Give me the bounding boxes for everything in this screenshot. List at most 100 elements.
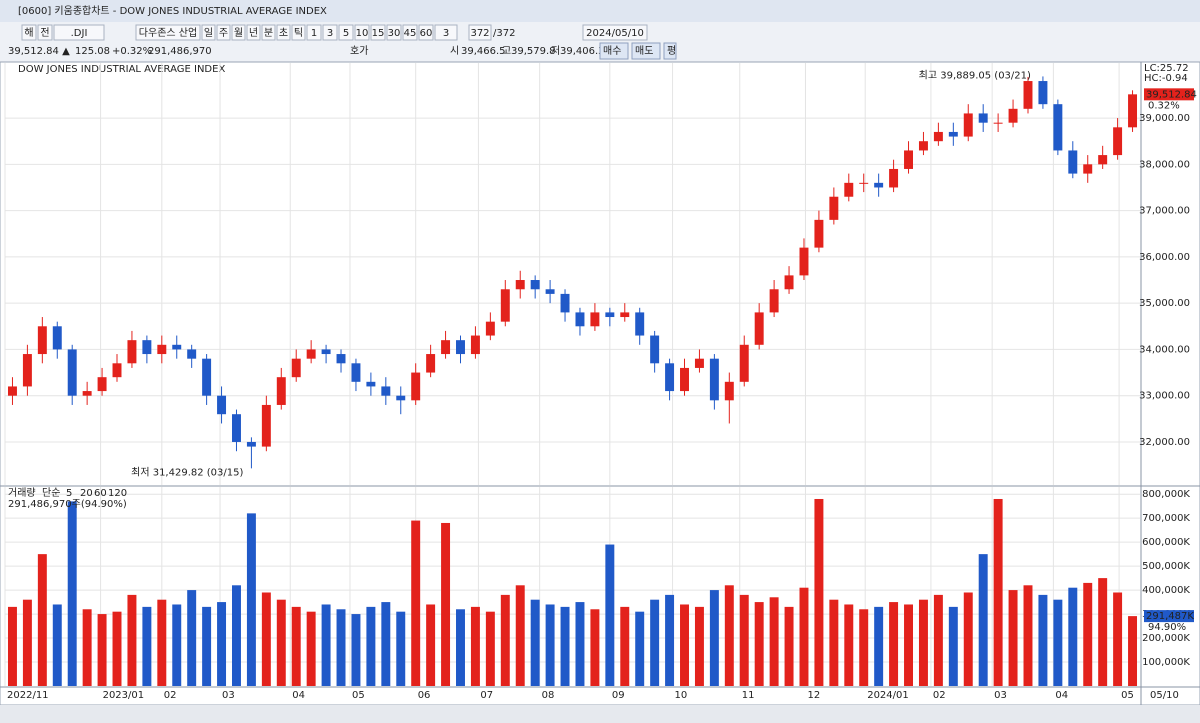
candle-body — [993, 122, 1003, 124]
last-volume: 291,487K — [1146, 611, 1194, 622]
button[interactable] — [402, 24, 418, 41]
candle-body — [590, 312, 600, 327]
button[interactable] — [386, 24, 402, 41]
volume-bar — [694, 606, 704, 686]
button[interactable] — [434, 24, 458, 41]
button[interactable] — [291, 24, 306, 41]
candle-body — [217, 395, 227, 415]
minute-button: 5 — [343, 28, 349, 39]
window-title: [0600] 키움종합차트 - DOW JONES INDUSTRIAL AVE… — [18, 5, 327, 17]
volume-bar — [799, 587, 809, 686]
period-button: 분 — [264, 27, 273, 39]
x-tick-label: 02 — [164, 690, 177, 701]
volume-bar — [112, 611, 122, 686]
title-bar — [0, 0, 1200, 22]
button[interactable] — [201, 24, 216, 41]
button[interactable] — [306, 24, 322, 41]
candle-body — [470, 335, 480, 355]
button[interactable] — [21, 24, 37, 41]
button[interactable] — [53, 24, 105, 41]
button[interactable] — [231, 24, 246, 41]
x-tick-label: 11 — [742, 690, 755, 701]
button[interactable] — [37, 24, 53, 41]
last-price: 39,512.84 — [1146, 89, 1197, 100]
volume-bar — [321, 604, 331, 686]
button[interactable] — [338, 24, 354, 41]
y-tick-label: 100,000K — [1142, 657, 1190, 668]
period-button: 틱 — [294, 27, 303, 39]
count-input: 3 — [443, 28, 449, 39]
volume-bar — [814, 498, 824, 686]
volume-bar — [844, 604, 854, 686]
volume-bar — [500, 594, 510, 686]
candle-body — [7, 386, 17, 396]
period-button: 초 — [279, 27, 288, 39]
button[interactable] — [370, 24, 386, 41]
toolbar-button: 전 — [40, 27, 49, 39]
candle-body — [680, 367, 689, 392]
volume-bar — [157, 599, 167, 686]
x-tick-label: 06 — [418, 690, 431, 701]
open: 39,466.5 — [461, 46, 506, 57]
candle-body — [963, 113, 973, 137]
volume-bar — [1008, 590, 1018, 686]
x-tick-label: 08 — [542, 690, 555, 701]
trade-button[interactable] — [663, 42, 677, 60]
x-tick-label: 02 — [933, 690, 946, 701]
x-tick-label: 12 — [807, 690, 820, 701]
y-tick-label: 37,000.00 — [1139, 206, 1190, 217]
candle-body — [381, 386, 391, 396]
visible-count: 372 — [470, 28, 489, 39]
volume-bar — [22, 599, 32, 686]
trade-button[interactable] — [599, 42, 629, 60]
candle-body — [187, 349, 197, 359]
volume-bar — [620, 606, 630, 686]
candle-body — [904, 150, 913, 169]
symbol-code: .DJI — [71, 28, 88, 39]
x-tick-label: 05 — [352, 690, 365, 701]
candle-body — [1128, 94, 1138, 128]
volume-bar — [963, 592, 973, 686]
y-tick-label: 32,000.00 — [1139, 437, 1190, 448]
last-date: 05/10 — [1150, 690, 1179, 701]
candle-body — [97, 377, 107, 392]
volume-bar — [665, 594, 675, 686]
volume-bar — [784, 606, 794, 686]
candle-body — [605, 312, 615, 318]
button[interactable] — [246, 24, 261, 41]
scrollbar[interactable] — [0, 705, 1200, 723]
candle-body — [739, 344, 749, 382]
button[interactable] — [276, 24, 291, 41]
button[interactable] — [322, 24, 338, 41]
volume-bar — [1098, 578, 1108, 686]
candle-body — [948, 131, 958, 137]
volume-bar — [709, 590, 719, 686]
volume-bar — [739, 594, 749, 686]
candle-body — [112, 363, 122, 378]
volume-bar — [411, 520, 421, 686]
volume-bar — [187, 590, 197, 686]
volume-bar — [232, 585, 241, 686]
volume: 291,486,970 — [148, 46, 212, 57]
volume-bar — [1128, 616, 1138, 686]
candle-body — [202, 358, 212, 396]
button[interactable] — [354, 24, 370, 41]
volume-bar — [172, 604, 182, 686]
button[interactable] — [582, 24, 648, 41]
button[interactable] — [261, 24, 276, 41]
period-button: 주 — [219, 28, 228, 39]
candle-body — [620, 312, 630, 318]
candle-body — [530, 280, 540, 290]
button[interactable] — [418, 24, 434, 41]
candle-body — [37, 326, 47, 355]
candle-body — [859, 182, 869, 184]
x-tick-label: 2024/01 — [867, 690, 909, 701]
button[interactable] — [216, 24, 231, 41]
volume-bar — [769, 597, 779, 686]
button[interactable] — [135, 24, 201, 41]
candle-body — [754, 312, 764, 345]
trade-button[interactable] — [631, 42, 661, 60]
open-label: 시 — [450, 45, 459, 57]
button[interactable] — [468, 24, 492, 41]
volume-bar — [202, 606, 212, 686]
